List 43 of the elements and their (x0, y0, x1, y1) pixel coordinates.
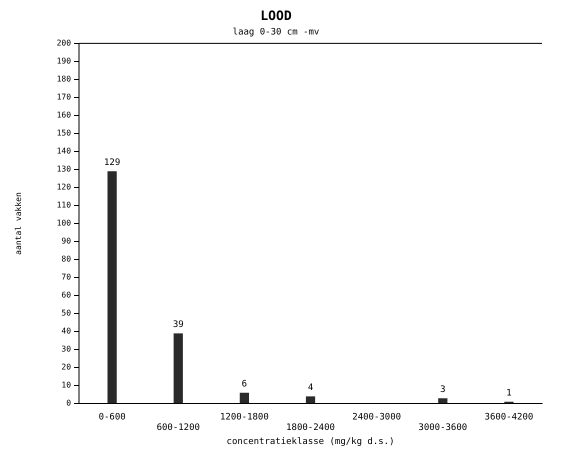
y-tick-label: 40 (61, 326, 72, 336)
chart-title: LOOD (260, 9, 292, 24)
y-tick-label: 130 (56, 164, 72, 174)
data-label: 39 (172, 320, 184, 330)
y-tick-label: 160 (56, 110, 72, 120)
y-tick-label: 10 (61, 380, 72, 390)
x-tick-label: 600-1200 (156, 423, 200, 434)
x-tick-label: 0-600 (98, 412, 126, 422)
x-tick-label: 3600-4200 (484, 412, 534, 422)
bar (174, 333, 183, 404)
y-tick-label: 50 (61, 308, 72, 318)
data-label: 1 (506, 388, 512, 399)
y-tick-label: 190 (56, 56, 72, 66)
data-label: 3 (440, 385, 446, 396)
y-tick-label: 110 (56, 200, 72, 210)
y-axis-title: aantal vakken (14, 192, 23, 255)
y-tick-label: 90 (61, 236, 72, 246)
y-tick-label: 30 (61, 344, 72, 354)
y-tick-label: 20 (61, 362, 72, 372)
y-tick-label: 0 (66, 398, 72, 408)
data-label: 129 (104, 158, 120, 168)
bar (306, 396, 316, 404)
x-tick-label: 1800-2400 (286, 423, 335, 434)
chart-subtitle: laag 0-30 cm -mv (232, 27, 320, 38)
y-tick-label: 170 (56, 92, 72, 102)
y-tick-label: 100 (56, 218, 72, 228)
x-tick-label: 1200-1800 (220, 412, 269, 422)
bar (240, 392, 250, 404)
bar (107, 171, 117, 404)
x-tick-label: 3000-3600 (418, 423, 468, 434)
x-tick-label: 2400-3000 (352, 412, 402, 422)
y-tick-label: 140 (56, 146, 72, 156)
y-tick-label: 70 (61, 272, 72, 282)
y-tick-label: 180 (56, 74, 72, 84)
y-tick-label: 120 (56, 182, 72, 192)
y-tick-label: 200 (56, 38, 72, 48)
y-tick-label: 60 (61, 290, 72, 300)
y-tick-label: 80 (61, 254, 72, 264)
data-label: 6 (242, 380, 248, 390)
y-tick-label: 150 (56, 128, 72, 138)
bar (438, 398, 448, 404)
data-label: 4 (308, 383, 314, 394)
x-axis-title: concentratieklasse (mg/kg d.s.) (226, 436, 395, 447)
